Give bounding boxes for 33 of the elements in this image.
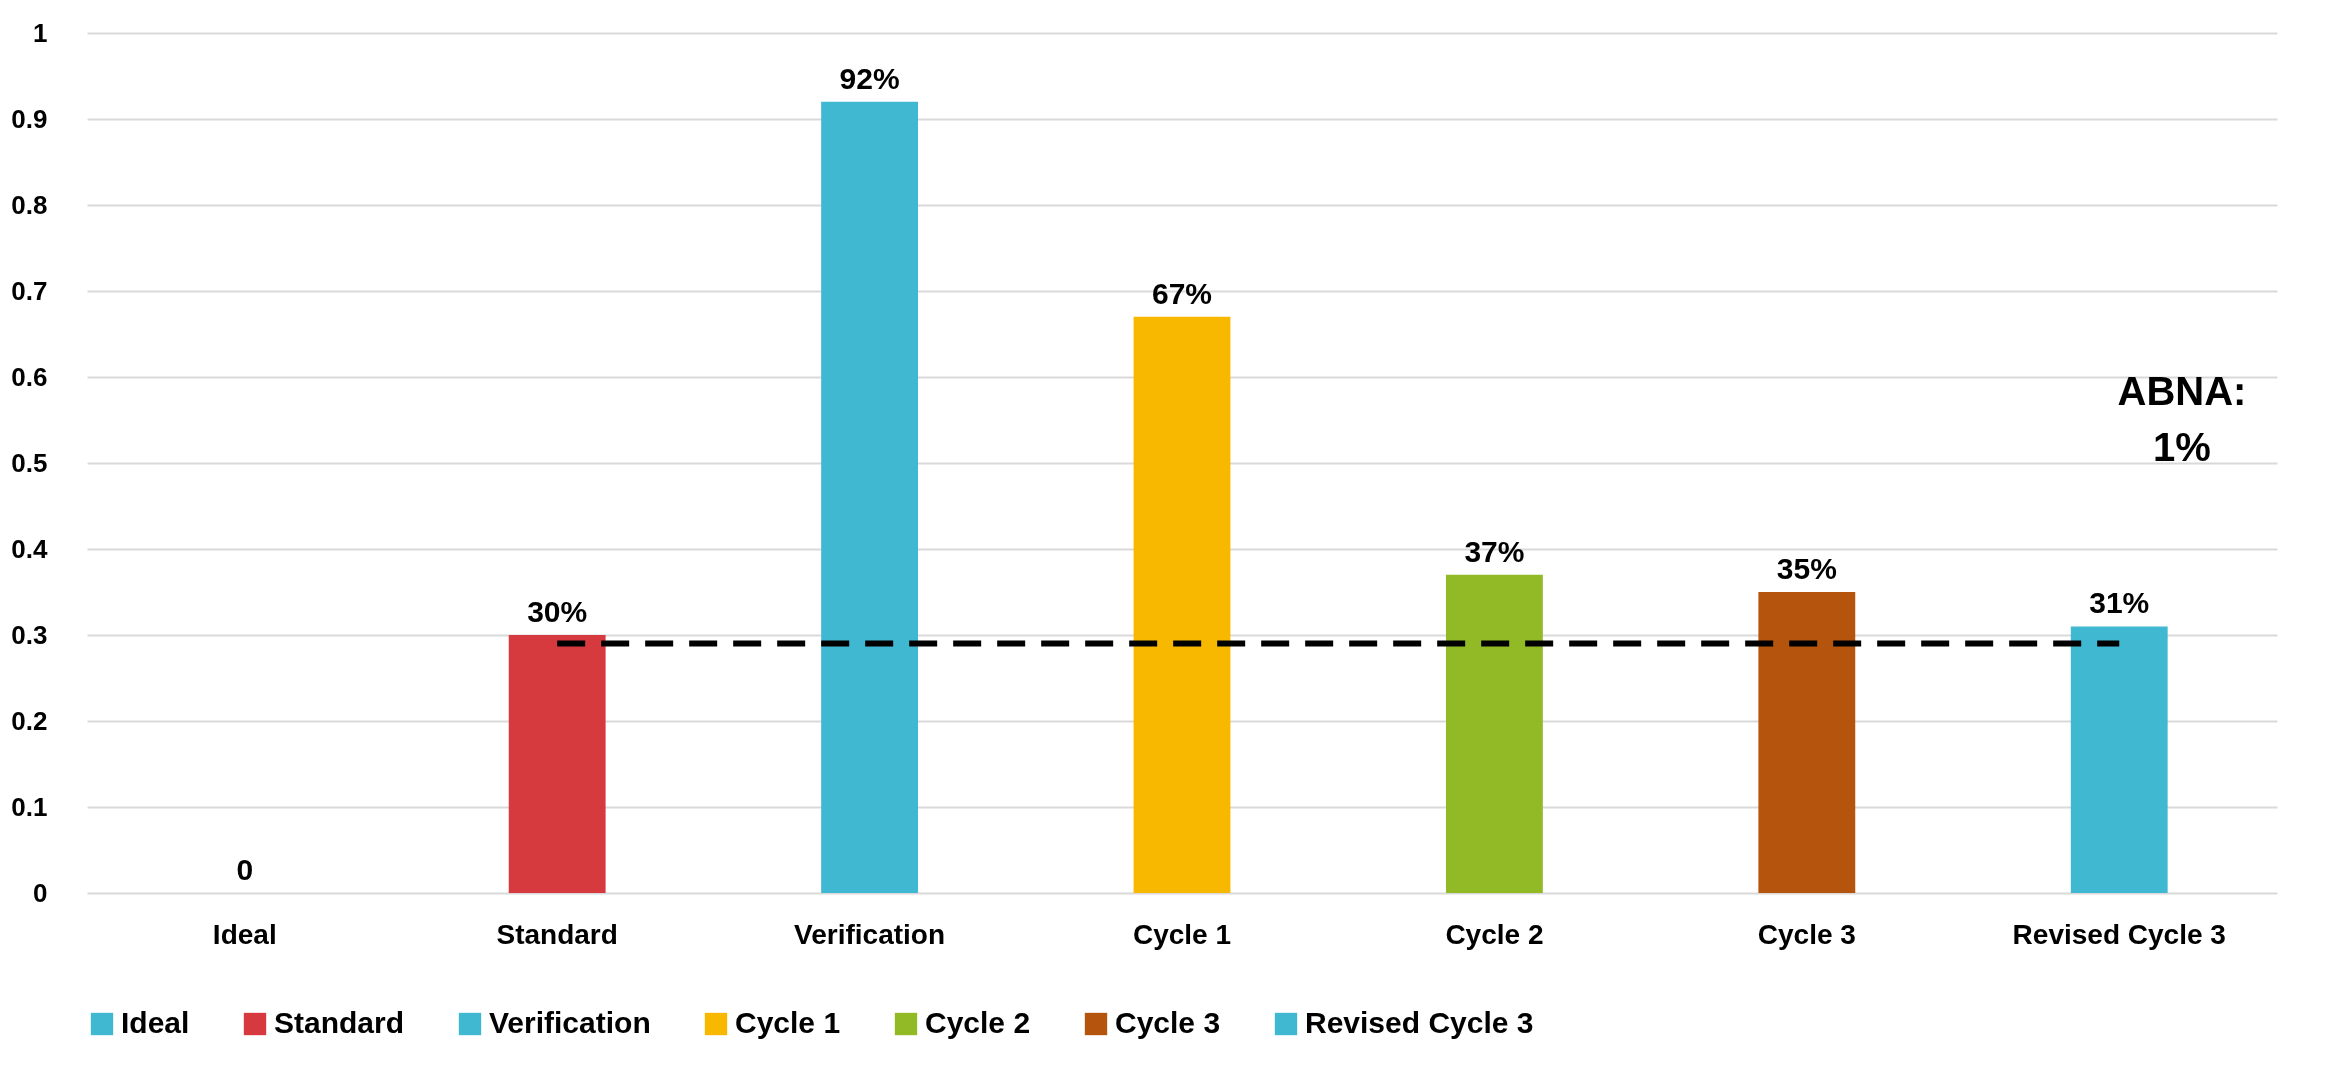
y-tick-label: 0 bbox=[33, 877, 48, 908]
x-tick-label: Cycle 3 bbox=[1757, 918, 1856, 950]
legend-label: Cycle 3 bbox=[1115, 1006, 1221, 1039]
y-tick-label: 0.8 bbox=[11, 189, 48, 220]
data-label: 37% bbox=[1464, 534, 1525, 568]
x-tick-label: Verification bbox=[794, 918, 946, 950]
y-tick-label: 0.2 bbox=[11, 705, 48, 736]
y-tick-label: 0.9 bbox=[11, 103, 48, 134]
data-label: 35% bbox=[1776, 552, 1837, 585]
y-tick-label: 0.3 bbox=[11, 619, 48, 650]
legend-label: Cycle 2 bbox=[925, 1006, 1031, 1039]
x-tick-label: Cycle 2 bbox=[1445, 918, 1544, 950]
x-tick-label: Standard bbox=[496, 918, 618, 950]
legend-label: Revised Cycle 3 bbox=[1305, 1006, 1534, 1039]
legend-label: Verification bbox=[489, 1006, 651, 1039]
x-tick-label: Revised Cycle 3 bbox=[2012, 918, 2226, 950]
y-tick-label: 0.1 bbox=[11, 791, 48, 822]
data-label: 31% bbox=[2089, 586, 2150, 620]
y-tick-label: 1 bbox=[33, 17, 48, 48]
data-label: 0 bbox=[236, 853, 254, 886]
data-label: 92% bbox=[839, 61, 900, 95]
y-tick-label: 0.7 bbox=[11, 275, 48, 306]
legend-label: Standard bbox=[274, 1006, 405, 1039]
x-tick-label: Ideal bbox=[212, 918, 277, 950]
legend-label: Cycle 1 bbox=[735, 1006, 841, 1039]
data-label: 67% bbox=[1151, 276, 1213, 310]
x-tick-label: Cycle 1 bbox=[1132, 918, 1232, 950]
annotation: ABNA: 1% bbox=[2117, 369, 2247, 469]
y-tick-label: 0.5 bbox=[11, 447, 48, 478]
data-label: 30% bbox=[527, 595, 588, 628]
y-tick-label: 0.6 bbox=[11, 361, 48, 392]
legend-label: Ideal bbox=[121, 1006, 190, 1039]
y-tick-label: 0.4 bbox=[11, 533, 49, 564]
